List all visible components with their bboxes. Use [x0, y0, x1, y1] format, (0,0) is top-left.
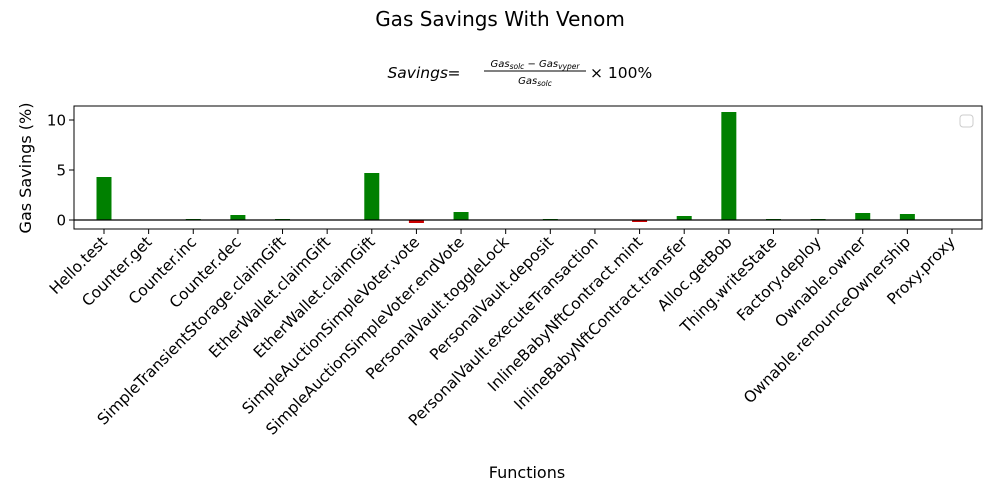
bar-7 — [364, 173, 380, 220]
formula-denominator: Gassolc — [518, 76, 553, 88]
formula-denominator-sub: solc — [537, 79, 553, 88]
bar-1 — [96, 177, 112, 220]
bar-19 — [899, 214, 915, 220]
y-tick-label-2: 5 — [56, 162, 66, 180]
formula-numerator-gas: Gas — [491, 59, 510, 70]
bars-group — [96, 112, 915, 223]
bar-15 — [721, 112, 737, 220]
bar-8 — [408, 220, 424, 223]
y-tick-label-1: 0 — [56, 212, 66, 230]
formula-suffix: × 100% — [590, 64, 652, 82]
y-axis: 0 5 10 — [47, 112, 74, 230]
chart-title: Gas Savings With Venom — [375, 7, 625, 31]
savings-formula: Savings = Gassolc − Gasvyper Gassolc × 1… — [387, 59, 652, 88]
formula-numerator-sub-2: vyper — [558, 62, 580, 71]
bar-14 — [676, 216, 692, 220]
plot-area — [73, 105, 983, 230]
formula-numerator: Gassolc − Gasvyper — [491, 59, 581, 71]
y-tick-label-3: 10 — [47, 112, 66, 130]
formula-numerator-sub-1: solc — [510, 62, 526, 71]
formula-denominator-gas: Gas — [518, 76, 537, 87]
formula-numerator-minus: − Gas — [524, 59, 558, 70]
bar-9 — [453, 212, 469, 220]
x-axis: Hello.testCounter.getCounter.incCounter.… — [46, 229, 959, 439]
bar-18 — [855, 213, 871, 220]
bar-4 — [230, 215, 246, 220]
legend-box — [959, 114, 974, 128]
bar-13 — [632, 220, 648, 222]
formula-lhs: Savings — [387, 64, 448, 82]
x-axis-label: Functions — [489, 463, 565, 482]
formula-equals: = — [448, 64, 461, 82]
y-axis-label: Gas Savings (%) — [16, 103, 35, 234]
